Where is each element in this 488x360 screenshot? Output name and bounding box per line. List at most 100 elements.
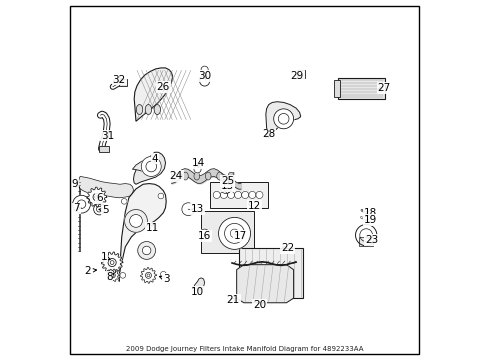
Circle shape [224,224,244,243]
Ellipse shape [171,172,177,180]
Bar [239,248,302,298]
Text: 22: 22 [281,243,294,253]
Circle shape [241,192,248,198]
Text: 31: 31 [101,131,114,140]
Text: 25: 25 [221,176,234,186]
Text: 24: 24 [169,171,183,181]
Circle shape [158,193,163,199]
Polygon shape [265,102,300,138]
Text: 23: 23 [365,235,378,245]
Circle shape [108,258,116,267]
Circle shape [359,229,372,242]
Text: 10: 10 [191,287,203,297]
Circle shape [355,225,376,246]
Circle shape [227,192,234,198]
Circle shape [96,206,102,212]
Polygon shape [236,265,293,303]
Text: 21: 21 [226,295,239,305]
Polygon shape [87,187,106,207]
Circle shape [138,242,155,259]
Circle shape [118,80,122,84]
Text: 26: 26 [157,82,170,92]
Text: 19: 19 [364,215,377,225]
Circle shape [93,193,101,201]
Text: 2009 Dodge Journey Filters Intake Manifold Diagram for 4892233AA: 2009 Dodge Journey Filters Intake Manifo… [125,346,363,352]
Ellipse shape [205,172,211,180]
Ellipse shape [136,104,142,114]
Text: 28: 28 [262,130,275,139]
Text: 3: 3 [163,274,169,284]
Bar [209,182,268,208]
Text: 1: 1 [101,252,107,261]
Bar [99,146,108,152]
Circle shape [93,203,105,215]
Circle shape [77,200,85,208]
Circle shape [220,182,231,194]
Circle shape [182,203,194,216]
Polygon shape [101,252,122,273]
Circle shape [160,271,166,277]
Circle shape [73,195,90,213]
Ellipse shape [154,104,160,114]
Text: 18: 18 [364,208,377,218]
Text: 5: 5 [102,205,108,215]
Polygon shape [119,184,166,282]
Circle shape [145,273,151,278]
Text: 12: 12 [247,201,261,211]
Bar [337,78,384,99]
Text: 7: 7 [73,203,80,213]
Text: 29: 29 [290,71,303,81]
Circle shape [141,157,161,176]
Polygon shape [134,68,172,121]
Circle shape [199,76,209,86]
Circle shape [230,229,238,238]
Polygon shape [141,267,156,283]
Text: 4: 4 [151,154,158,164]
Polygon shape [106,269,119,282]
Circle shape [273,109,293,129]
Text: 16: 16 [198,231,211,241]
Bar [297,71,305,77]
Circle shape [248,192,255,198]
Bar [358,237,372,246]
Circle shape [213,192,220,198]
Circle shape [120,273,125,278]
Circle shape [142,246,151,255]
Circle shape [145,161,156,172]
Bar [333,80,339,98]
Text: 30: 30 [198,71,211,81]
Polygon shape [132,157,158,172]
Bar [119,79,127,86]
Bar [201,211,253,253]
Text: 15: 15 [221,181,234,192]
Polygon shape [192,278,204,289]
Circle shape [110,273,115,278]
Ellipse shape [216,172,222,180]
Circle shape [278,113,288,124]
Text: 17: 17 [233,231,246,241]
Text: 20: 20 [252,300,265,310]
Ellipse shape [182,172,188,180]
Circle shape [234,192,241,198]
Text: 13: 13 [190,204,203,214]
Text: 32: 32 [112,75,125,85]
Circle shape [218,217,250,249]
Text: 9: 9 [71,179,78,189]
Text: 27: 27 [377,83,390,93]
Circle shape [220,192,227,198]
Text: 11: 11 [146,223,159,233]
Circle shape [255,192,263,198]
Polygon shape [133,152,165,184]
Circle shape [201,66,208,73]
Circle shape [199,229,209,239]
Ellipse shape [145,104,151,114]
Polygon shape [78,176,133,198]
Text: 6: 6 [96,193,102,203]
Circle shape [194,166,201,173]
Ellipse shape [228,172,233,180]
Circle shape [129,215,142,227]
Text: 2: 2 [84,266,91,276]
Circle shape [124,210,147,232]
Ellipse shape [194,172,199,180]
Text: 8: 8 [106,272,112,282]
